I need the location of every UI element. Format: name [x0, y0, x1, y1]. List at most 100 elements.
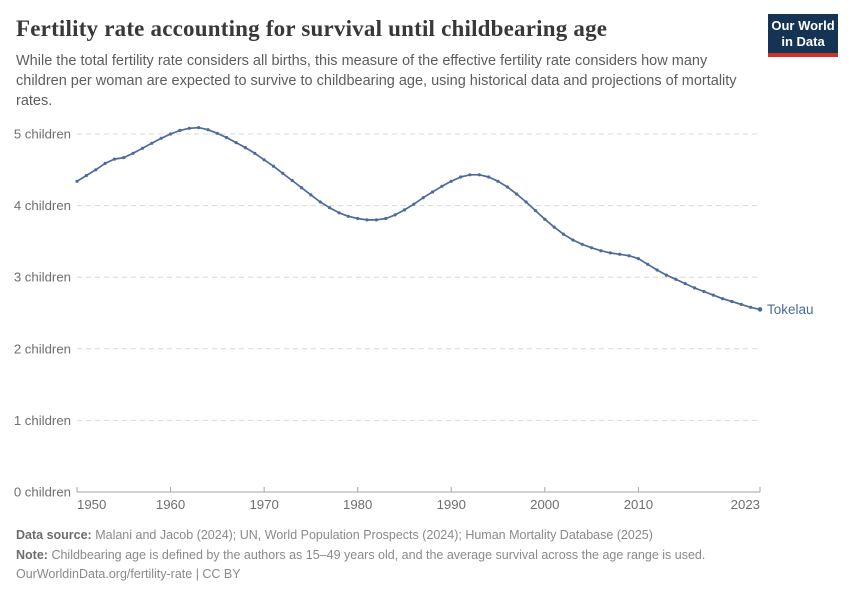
x-tick-label: 2010 — [624, 497, 653, 512]
data-point — [187, 126, 191, 130]
data-point — [234, 141, 238, 145]
x-tick-label: 1960 — [156, 497, 185, 512]
data-point — [739, 302, 743, 306]
data-point — [253, 151, 257, 155]
x-tick-label: 1970 — [249, 497, 278, 512]
x-tick-label: 1950 — [77, 497, 106, 512]
data-point — [599, 249, 603, 253]
y-tick-label: 2 children — [14, 341, 71, 356]
fertility-line-chart: 0 children 1 children 2 children 3 children… — [14, 126, 814, 512]
data-point — [197, 126, 201, 130]
data-point — [440, 184, 444, 188]
data-point — [402, 208, 407, 212]
note-text: Childbearing age is defined by the autho… — [51, 547, 706, 562]
data-point — [590, 246, 594, 250]
data-point — [721, 297, 725, 301]
tokelau-line — [76, 126, 761, 311]
data-point — [112, 157, 116, 161]
data-point — [412, 202, 416, 206]
data-point — [328, 206, 332, 210]
data-point — [84, 173, 88, 178]
data-point — [290, 178, 294, 183]
data-point — [711, 293, 715, 297]
y-tick-label: 5 children — [14, 127, 71, 142]
data-point — [515, 192, 519, 196]
data-point — [75, 179, 79, 183]
y-tick-label: 3 children — [14, 270, 71, 285]
data-point — [169, 132, 173, 136]
data-point — [757, 307, 763, 312]
data-point — [468, 173, 472, 177]
x-tick-label: 2000 — [530, 497, 559, 512]
data-point — [299, 186, 304, 190]
data-point — [449, 179, 453, 183]
data-point — [487, 175, 491, 179]
x-tick-label: 1980 — [343, 497, 372, 512]
data-point — [552, 225, 556, 229]
owid-logo-line1: Our World — [771, 18, 835, 33]
x-tick-label: 1990 — [437, 497, 466, 512]
data-point — [496, 179, 500, 183]
data-point — [524, 200, 528, 204]
data-point — [365, 218, 369, 222]
data-point — [346, 214, 350, 218]
data-point — [94, 168, 98, 172]
data-point — [159, 136, 163, 140]
data-point — [271, 164, 276, 168]
data-point — [243, 146, 247, 150]
data-point — [262, 158, 266, 162]
data-point — [103, 161, 107, 165]
data-point — [655, 268, 659, 272]
data-point — [683, 282, 687, 286]
data-point — [281, 171, 285, 175]
data-point — [393, 213, 397, 217]
data-point — [309, 193, 313, 197]
data-point — [356, 216, 360, 221]
data-point — [533, 209, 538, 213]
y-tick-label: 0 children — [14, 485, 71, 500]
data-source-text: Malani and Jacob (2024); UN, World Popul… — [95, 528, 653, 542]
y-tick-label: 4 children — [14, 198, 71, 213]
data-point — [561, 232, 566, 236]
data-point — [627, 254, 631, 258]
data-point — [646, 262, 650, 266]
data-point — [430, 190, 435, 194]
data-point — [477, 173, 481, 177]
data-point — [140, 146, 145, 150]
data-point — [571, 238, 575, 242]
data-point — [505, 185, 509, 189]
chart-title: Fertility rate accounting for survival u… — [16, 16, 608, 41]
data-point — [318, 200, 322, 204]
series-end-label: Tokelau — [767, 302, 814, 317]
data-source-label: Data source: — [16, 528, 92, 542]
data-point — [692, 286, 697, 290]
data-point — [421, 196, 425, 200]
data-point — [225, 136, 229, 140]
data-point — [543, 217, 547, 221]
data-point — [150, 141, 154, 145]
data-source-line: Data source: Malani and Jacob (2024); UN… — [16, 526, 836, 546]
data-point — [131, 151, 135, 155]
chart-footer: Data source: Malani and Jacob (2024); UN… — [16, 526, 836, 585]
data-point — [664, 273, 669, 277]
data-point — [459, 175, 463, 179]
data-point — [749, 305, 753, 309]
note-line: Note: Childbearing age is defined by the… — [16, 546, 836, 566]
citation-line: OurWorldinData.org/fertility-rate | CC B… — [16, 567, 241, 581]
data-point — [178, 128, 182, 132]
x-tick-label: 2023 — [731, 497, 760, 512]
data-point — [580, 242, 584, 246]
data-point — [618, 252, 622, 256]
data-point — [215, 131, 219, 135]
data-point — [122, 156, 126, 160]
data-point — [608, 251, 612, 255]
chart-subtitle: While the total fertility rate considers… — [16, 53, 737, 109]
data-point — [730, 299, 734, 304]
y-tick-label: 1 children — [14, 413, 71, 428]
data-point — [674, 277, 678, 281]
data-point — [384, 216, 388, 221]
data-point — [702, 289, 706, 294]
data-point — [636, 257, 641, 261]
data-point — [206, 128, 210, 132]
owid-logo-line2: in Data — [781, 34, 825, 49]
